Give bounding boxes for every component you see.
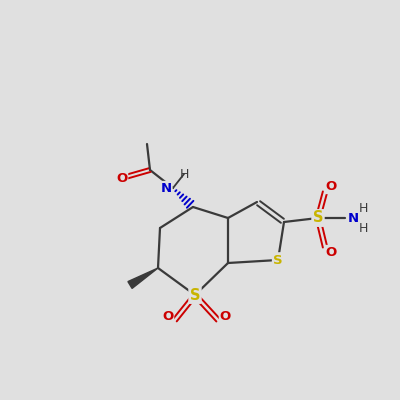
Text: H: H [179,168,189,180]
Text: N: N [348,212,359,224]
Text: S: S [190,288,200,302]
Text: O: O [325,180,337,194]
Text: O: O [162,310,174,324]
Text: O: O [325,246,337,258]
Text: N: N [161,182,172,194]
Text: H: H [358,202,368,214]
Text: H: H [358,222,368,234]
Polygon shape [128,268,158,288]
Text: S: S [273,254,283,266]
Text: O: O [219,310,231,324]
Text: O: O [116,172,128,184]
Text: S: S [313,210,323,226]
